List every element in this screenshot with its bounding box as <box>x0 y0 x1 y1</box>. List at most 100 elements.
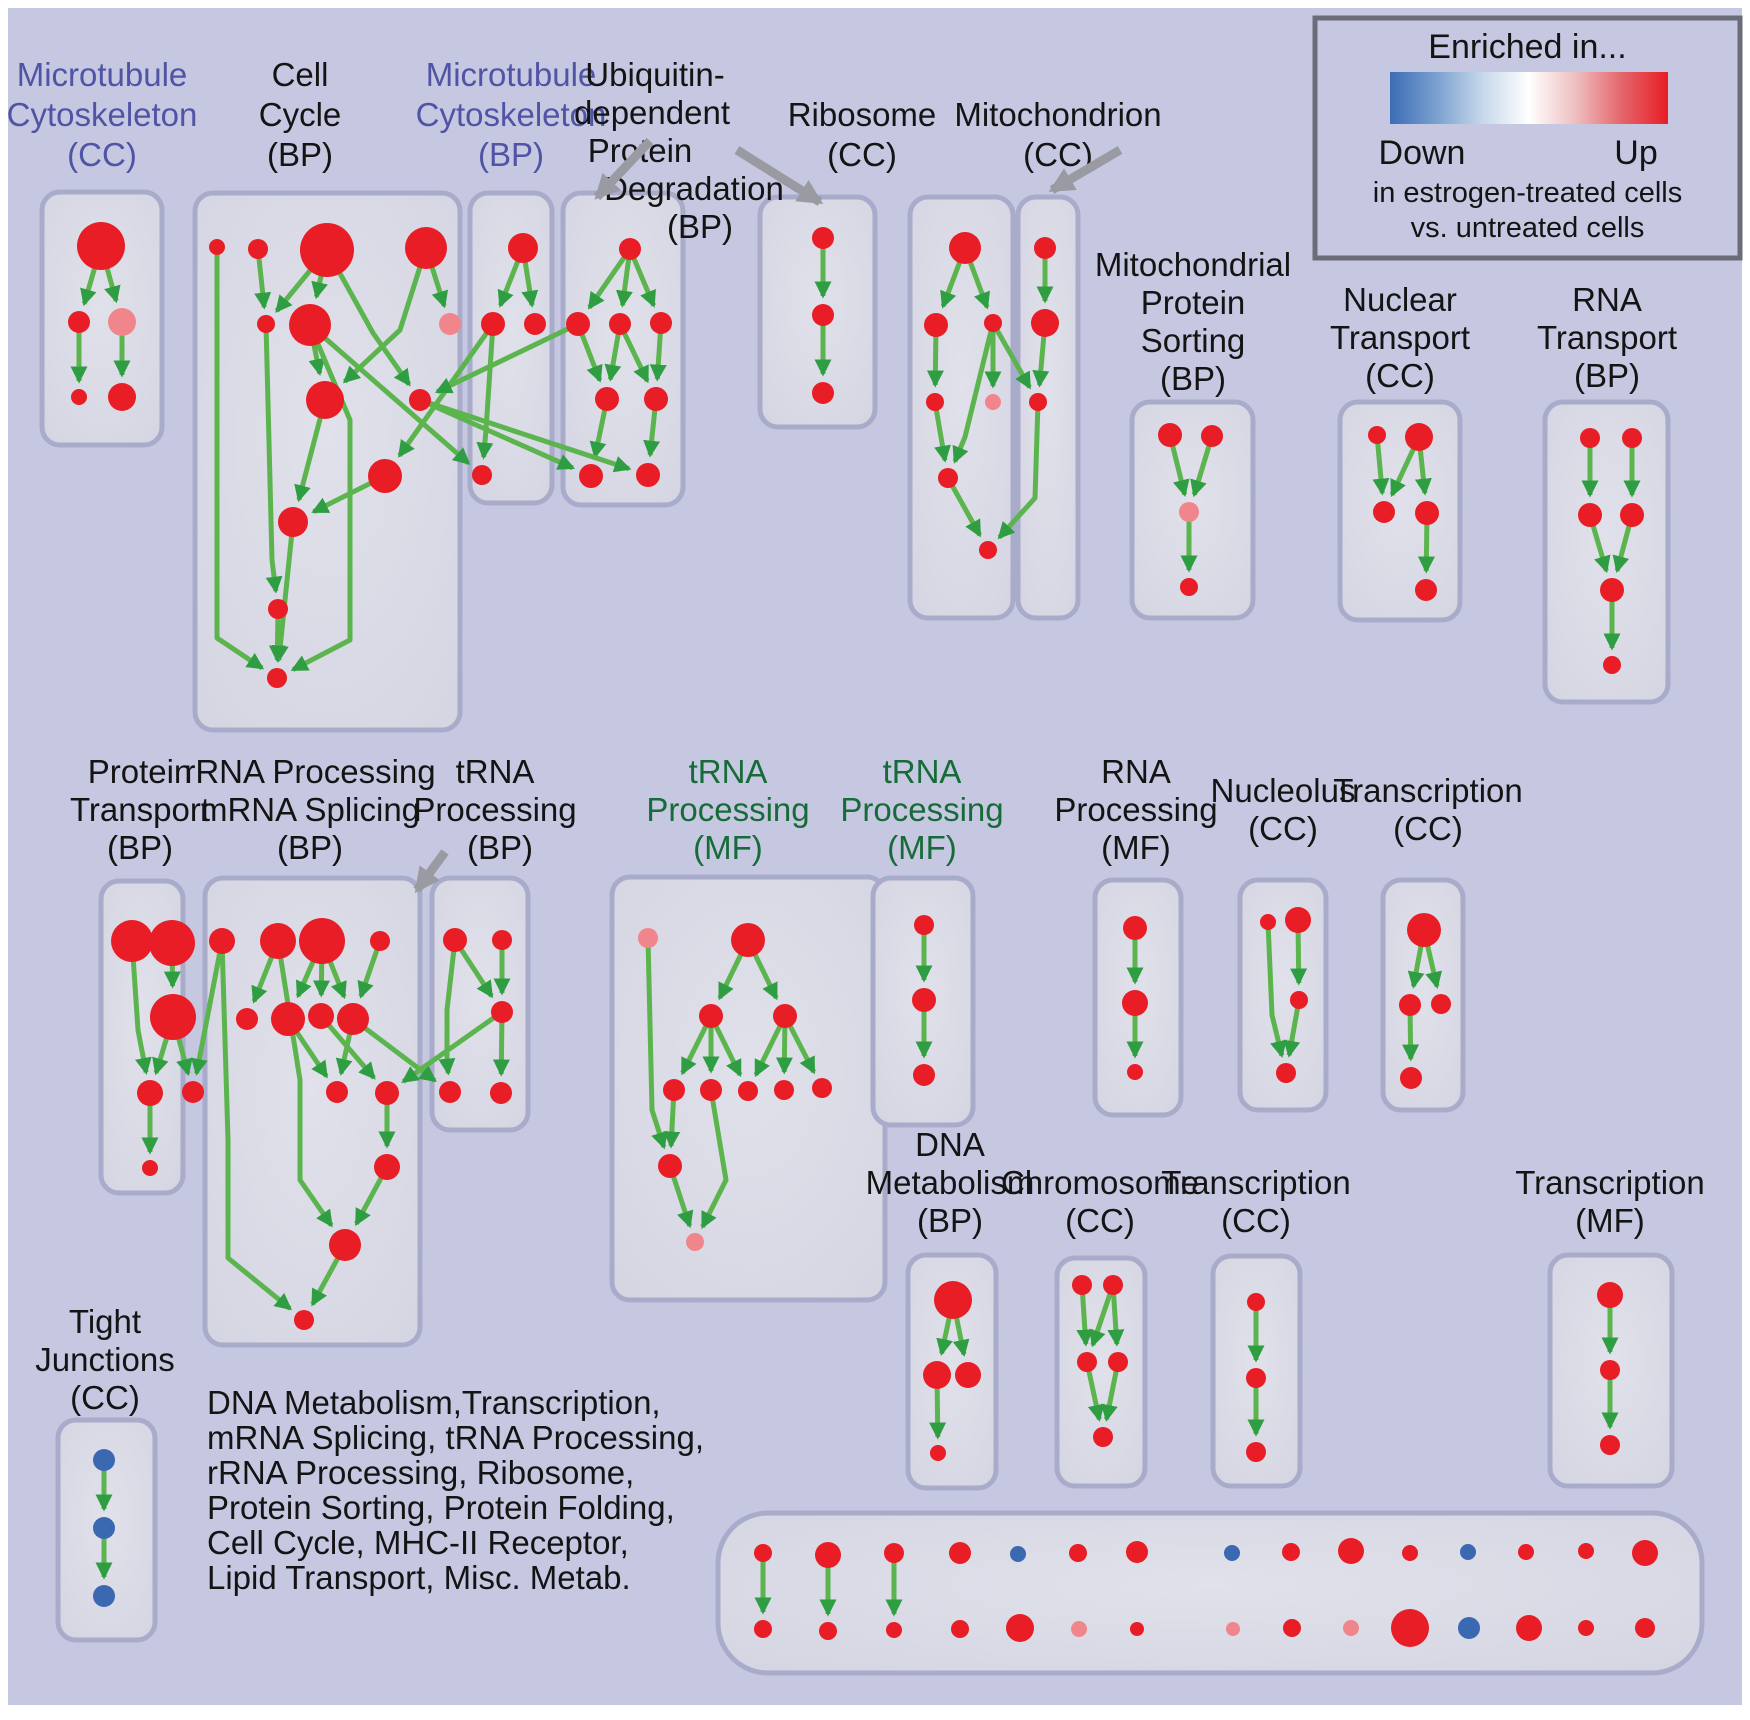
go-term-node <box>337 1003 369 1035</box>
cluster-label-rna-processing-mf: Processing <box>1054 791 1217 828</box>
go-term-node <box>1260 914 1276 930</box>
cluster-label-trna-processing-mf-large: tRNA <box>689 753 768 790</box>
cluster-label-cell-cycle-bp: Cycle <box>259 96 342 133</box>
cluster-label-rna-processing-mf: RNA <box>1101 753 1171 790</box>
misc-cluster-text-line: DNA Metabolism,Transcription, <box>207 1384 661 1421</box>
edge <box>700 1089 729 1230</box>
go-term-node <box>1127 1064 1143 1080</box>
edge <box>401 1009 504 1084</box>
edge <box>438 939 458 1076</box>
go-term-node <box>1402 1545 1418 1561</box>
cluster-label-cell-cycle-bp: (BP) <box>267 136 333 173</box>
go-term-node <box>1407 913 1441 947</box>
cluster-label-transcription-cc-lower: Transcription <box>1161 1164 1351 1201</box>
edge <box>1372 434 1390 496</box>
go-term-node <box>299 918 345 964</box>
go-term-node <box>1578 1620 1594 1636</box>
go-term-node <box>1620 503 1644 527</box>
cluster-label-rna-transport-bp: RNA <box>1572 281 1642 318</box>
cluster-label-dna-metabolism-bp: (BP) <box>917 1202 983 1239</box>
go-term-node <box>289 304 331 346</box>
go-term-node <box>326 1081 348 1103</box>
go-term-node <box>443 928 467 952</box>
edge <box>219 940 293 1311</box>
edge <box>645 937 668 1150</box>
go-term-node <box>1368 426 1386 444</box>
cluster-label-microtubule-cytoskeleton-cc: Microtubule <box>17 56 188 93</box>
misc-cluster-text-line: Lipid Transport, Misc. Metab. <box>207 1559 631 1596</box>
go-term-node <box>923 1361 951 1389</box>
go-term-node <box>700 1079 722 1101</box>
go-term-node <box>773 1004 797 1028</box>
edge <box>932 401 951 463</box>
go-term-node <box>1246 1442 1266 1462</box>
go-term-node <box>236 1008 258 1030</box>
go-term-node <box>812 227 834 249</box>
legend-subtitle-2: vs. untreated cells <box>1411 212 1645 244</box>
go-term-node <box>1031 309 1059 337</box>
go-term-node <box>731 923 765 957</box>
go-term-node <box>405 227 447 269</box>
go-term-node <box>1405 423 1433 451</box>
cluster-label-nuclear-transport-cc: (CC) <box>1365 357 1435 394</box>
go-term-node <box>1415 579 1437 601</box>
edge <box>419 397 632 473</box>
edge <box>290 324 353 672</box>
cluster-label-trna-processing-mf-small: tRNA <box>883 753 962 790</box>
go-term-node <box>329 1229 361 1261</box>
cluster-label-ribosome-cc: Ribosome <box>788 96 937 133</box>
go-term-node <box>1247 1293 1265 1311</box>
go-term-node <box>951 1620 969 1638</box>
cluster-label-chromosome-cc: Chromosome <box>1001 1164 1199 1201</box>
go-term-node <box>1126 1541 1148 1563</box>
go-term-node <box>595 387 619 411</box>
go-term-node <box>1077 1352 1097 1372</box>
cluster-label-rrna-processing-mrna-splicing-bp: (BP) <box>277 829 343 866</box>
edge <box>263 323 283 594</box>
go-term-node <box>374 1154 400 1180</box>
edge <box>434 321 580 395</box>
cluster-label-protein-transport-bp: Transport <box>70 791 210 828</box>
go-term-node <box>938 468 958 488</box>
cluster-label-mitochondrion-cc: (CC) <box>1023 136 1093 173</box>
go-term-node <box>686 1233 704 1251</box>
go-term-node <box>1603 656 1621 674</box>
cluster-label-trna-processing-mf-large: Processing <box>646 791 809 828</box>
go-term-node <box>754 1620 772 1638</box>
go-term-node <box>913 1064 935 1086</box>
go-term-node <box>949 232 981 264</box>
cluster-label-microtubule-cytoskeleton-bp: Cytoskeleton <box>416 96 607 133</box>
go-term-node <box>886 1622 902 1638</box>
go-term-node <box>1010 1546 1026 1562</box>
misc-cluster-text-line: mRNA Splicing, tRNA Processing, <box>207 1419 704 1456</box>
go-term-node <box>912 988 936 1012</box>
cluster-box-nuclear-transport-cc <box>1337 399 1463 623</box>
misc-cluster-text-line: Cell Cycle, MHC-II Receptor, <box>207 1524 629 1561</box>
go-term-node <box>267 668 287 688</box>
go-term-node <box>914 915 934 935</box>
go-term-node <box>77 222 125 270</box>
cluster-label-ubiquitin-degradation: Ubiquitin- <box>585 56 724 93</box>
go-term-node <box>1130 1622 1144 1636</box>
cluster-label-rrna-processing-mrna-splicing-bp: rRNA Processing <box>184 753 435 790</box>
go-term-node <box>1226 1622 1240 1636</box>
go-term-node <box>812 382 834 404</box>
arrow-to-mitochondrion-box <box>1048 146 1123 194</box>
go-term-node <box>663 1079 685 1101</box>
legend-box <box>1312 15 1743 261</box>
go-term-node <box>1158 423 1182 447</box>
go-term-node <box>1399 994 1421 1016</box>
go-term-node <box>1285 907 1311 933</box>
cluster-label-microtubule-cytoskeleton-bp: Microtubule <box>426 56 597 93</box>
go-term-node <box>815 1542 841 1568</box>
cluster-label-nuclear-transport-cc: Transport <box>1330 319 1470 356</box>
edge <box>342 247 429 384</box>
cluster-label-transcription-mf: Transcription <box>1515 1164 1705 1201</box>
go-term-node <box>71 389 87 405</box>
cluster-label-protein-transport-bp: (BP) <box>107 829 173 866</box>
go-term-node <box>308 1003 334 1029</box>
go-term-node <box>1093 1427 1113 1447</box>
go-term-node <box>439 1081 461 1103</box>
cluster-label-ubiquitin-degradation: Degradation <box>604 170 784 207</box>
go-term-node <box>1518 1544 1534 1560</box>
